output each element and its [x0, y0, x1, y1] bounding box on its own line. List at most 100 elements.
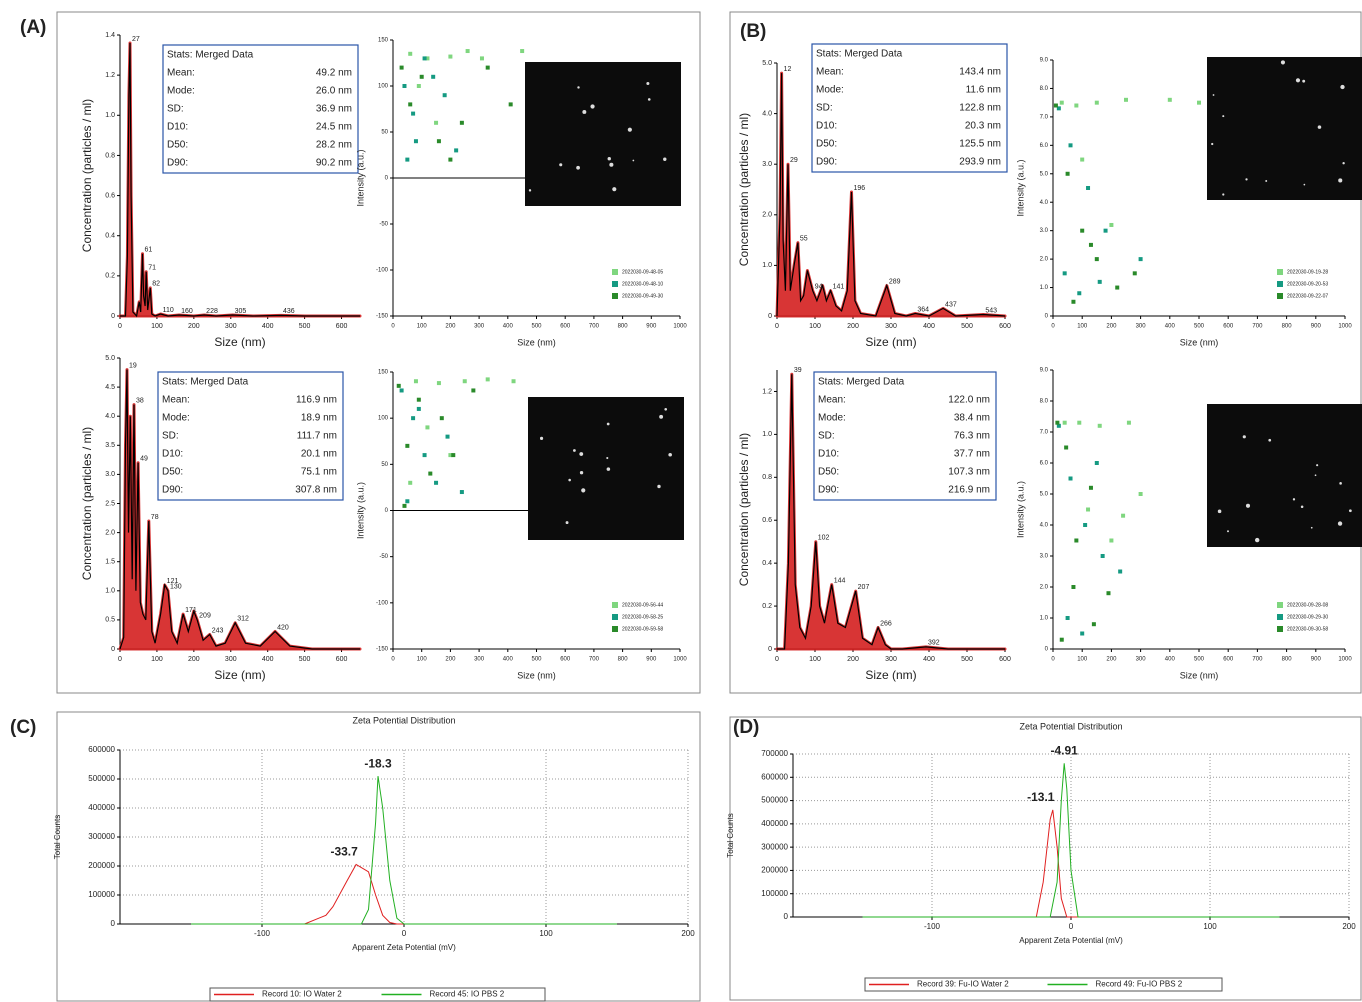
x-tick-label: 500	[1194, 324, 1205, 330]
scatter-point	[463, 379, 467, 383]
peak-label: 171	[185, 607, 197, 614]
y-tick-label: 400000	[761, 819, 788, 828]
scatter-point	[1101, 554, 1105, 558]
y-tick-label: 0.2	[762, 603, 772, 610]
stats-title: Stats: Merged Data	[167, 50, 254, 61]
x-tick-label: 200	[188, 323, 200, 330]
x-tick-label: 300	[474, 324, 485, 330]
y-tick-label: 1.0	[1040, 285, 1049, 291]
x-tick-label: 800	[618, 657, 629, 663]
y-tick-label: 5.0	[105, 355, 115, 362]
y-tick-label: 5.0	[1040, 171, 1049, 177]
stats-key: Mode:	[167, 86, 195, 97]
y-axis-label: Concentration (particles / ml)	[737, 113, 751, 266]
micrograph-spot	[529, 189, 531, 191]
x-tick-label: 700	[1252, 324, 1263, 330]
scatter-point	[1054, 104, 1058, 108]
scatter-point	[1089, 486, 1093, 490]
x-axis-label: Size (nm)	[1180, 337, 1219, 347]
peak-label: 94	[815, 284, 823, 291]
stats-key: D90:	[162, 485, 183, 496]
stats-key: SD:	[818, 431, 835, 442]
y-tick-label: 300000	[88, 832, 115, 841]
peak-label: 49	[140, 456, 148, 463]
micrograph-spot	[1315, 474, 1317, 476]
peak-label: 102	[818, 535, 830, 542]
x-tick-label: 1000	[1338, 324, 1352, 330]
micrograph-spot	[1218, 510, 1222, 514]
y-tick-label: 8.0	[1040, 399, 1049, 405]
stats-key: D10:	[816, 121, 837, 132]
micrograph-spot	[1301, 505, 1304, 508]
peak-label: 27	[132, 36, 140, 43]
y-tick-label: 1.0	[762, 262, 772, 269]
micrograph	[1207, 57, 1362, 200]
x-tick-label: 400	[1165, 657, 1176, 663]
micrograph-spot	[1211, 143, 1213, 145]
scatter-point	[486, 66, 490, 70]
x-tick-label: 600	[999, 656, 1011, 663]
peak-label: 266	[880, 620, 892, 627]
scatter-point	[1086, 508, 1090, 512]
micrograph-spot	[659, 415, 663, 419]
micrograph-spot	[664, 408, 667, 411]
micrograph-spot	[657, 485, 660, 488]
micrograph-spot	[1296, 78, 1300, 82]
micrograph-spot	[1265, 180, 1267, 182]
y-axis-label: Intensity (a.u.)	[1015, 481, 1025, 538]
figure: (A) (B) (C) (D) 00.20.40.60.81.01.21.401…	[0, 0, 1362, 1002]
scatter-point	[1133, 271, 1137, 275]
scatter-point	[1124, 98, 1128, 102]
y-tick-label: 0.8	[105, 152, 115, 159]
y-tick-label: 300000	[761, 842, 788, 851]
y-tick-label: 2.0	[105, 529, 115, 536]
micrograph-spot	[609, 163, 613, 167]
stats-key: Mean:	[167, 68, 195, 79]
micrograph-spot	[559, 163, 562, 166]
peak-label: 392	[928, 640, 940, 647]
stats-key: D50:	[167, 140, 188, 151]
scatter-point	[1098, 424, 1102, 428]
y-tick-label: 0	[111, 919, 116, 928]
x-tick-label: -100	[924, 922, 941, 931]
legend-label: 2022030-09-30-58	[1287, 626, 1328, 632]
peak-label: 19	[129, 362, 137, 369]
scatter-point	[405, 444, 409, 448]
peak-label: -13.1	[1027, 790, 1055, 804]
stats-title: Stats: Merged Data	[816, 49, 903, 60]
x-axis-label: Size (nm)	[517, 670, 556, 680]
y-tick-label: 1.0	[1040, 616, 1049, 622]
x-tick-label: 400	[262, 323, 274, 330]
scatter-point	[520, 49, 524, 53]
y-tick-label: 0	[385, 508, 389, 514]
panel-label: (B)	[740, 21, 766, 42]
y-tick-label: 9.0	[1040, 58, 1049, 64]
scatter-point	[411, 112, 415, 116]
stats-value: 75.1 nm	[301, 467, 337, 478]
peak-label: 110	[163, 307, 174, 314]
y-tick-label: 400000	[88, 803, 115, 812]
x-tick-label: 900	[646, 324, 657, 330]
micrograph-spot	[632, 160, 634, 162]
stats-value: 125.5 nm	[959, 139, 1001, 150]
chart-title: Zeta Potential Distribution	[352, 715, 455, 725]
stats-key: SD:	[162, 431, 179, 442]
y-tick-label: 0	[768, 313, 772, 320]
scatter-point	[448, 158, 452, 162]
scatter-point	[1063, 421, 1067, 425]
y-tick-label: 100000	[88, 890, 115, 899]
y-tick-label: 0	[1045, 647, 1049, 653]
peak-label: 543	[985, 307, 997, 314]
y-tick-label: 1.0	[105, 588, 115, 595]
y-axis-label: Intensity (a.u.)	[355, 149, 365, 206]
stats-value: 107.3 nm	[948, 467, 990, 478]
micrograph-spot	[566, 521, 569, 524]
micrograph-spot	[1338, 521, 1342, 525]
x-tick-label: 100	[809, 323, 821, 330]
scatter-point	[1060, 101, 1064, 105]
x-tick-label: 700	[589, 324, 600, 330]
x-tick-label: 0	[391, 657, 395, 663]
stats-key: SD:	[167, 104, 184, 115]
legend-swatch	[612, 293, 618, 299]
x-tick-label: 0	[1069, 922, 1074, 931]
